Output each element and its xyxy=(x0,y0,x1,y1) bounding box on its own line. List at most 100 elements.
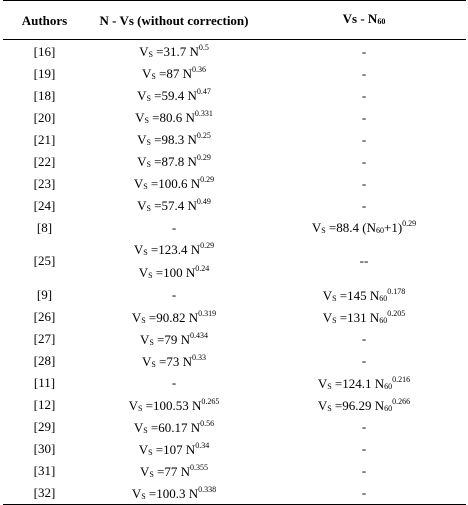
formula-exponent: 0.36 xyxy=(192,65,207,74)
table-row: [9] - VS =145 N600.178 xyxy=(3,284,466,306)
dash-value: - xyxy=(361,419,367,435)
formula-coefficient: =98.3 N xyxy=(150,132,197,147)
author-reference: [27] xyxy=(33,331,56,347)
formula-coefficient: =100.6 N xyxy=(147,176,201,191)
n-vs-equation-cell: - xyxy=(86,284,262,306)
formula-coefficient: =124.1 N xyxy=(331,375,385,391)
formula-vs: V xyxy=(128,397,138,413)
formula-vs: V xyxy=(137,132,147,147)
formula-exponent: 0.216 xyxy=(392,374,411,384)
formula-n-subscript: 60 xyxy=(379,293,388,303)
vs-n60-equation-cell: - xyxy=(262,481,466,505)
table-row: [20] VS =80.6 N0.331 - xyxy=(3,106,466,128)
n-vs-equation-cell: VS =80.6 N0.331 xyxy=(86,106,262,128)
n-vs-equation-line: VS =123.4 N0.29 xyxy=(86,238,262,261)
formula-vs-subscript: S xyxy=(143,182,148,191)
formula-n-subscript: 60 xyxy=(384,381,393,391)
table-row: [19] VS =87 N0.36 - xyxy=(3,62,466,84)
formula-coefficient: =100.3 N xyxy=(145,485,199,501)
formula-coefficient: =131 N xyxy=(336,309,380,325)
dash-value: - xyxy=(361,331,367,347)
formula-vs-subscript: S xyxy=(151,359,156,369)
author-reference: [28] xyxy=(33,353,56,369)
formula-coefficient: =60.17 N xyxy=(147,419,201,435)
author-reference: [16] xyxy=(33,43,56,59)
formula-exponent: 0.49 xyxy=(196,197,211,206)
author-reference: [9] xyxy=(36,287,53,303)
table-row: [26] VS =90.82 N0.319 VS =131 N600.205 xyxy=(3,306,466,328)
formula-vs: V xyxy=(311,220,322,235)
formula-coefficient: =57.4 N xyxy=(150,198,197,213)
dash-value: - xyxy=(361,109,367,125)
table-row: [30] VS =107 N0.34 - xyxy=(3,438,466,460)
formula-exponent: 0.434 xyxy=(190,330,209,340)
table-row: [16] VS =31.7 N0.5 - xyxy=(3,40,466,63)
vs-n60-equation-cell: - xyxy=(262,460,466,482)
formula-vs-subscript: S xyxy=(321,226,326,235)
formula-vs-subscript: S xyxy=(148,270,153,280)
correlations-table-wrapper: Authors N - Vs (without correction) Vs -… xyxy=(3,0,466,505)
formula-n-subscript: 60 xyxy=(379,315,388,325)
table-row: [18] VS =59.4 N0.47 - xyxy=(3,84,466,106)
dash-value: - xyxy=(361,485,367,501)
n-vs-equation-cell: VS =73 N0.33 xyxy=(86,350,262,372)
formula-coefficient: =87.8 N xyxy=(150,154,197,169)
formula-exponent: 0.24 xyxy=(195,263,210,273)
formula-coefficient: =123.4 N xyxy=(147,242,201,257)
dash-value: - xyxy=(361,175,367,191)
formula-vs-subscript: S xyxy=(327,403,332,413)
vs-n60-equation-cell: - xyxy=(262,416,466,438)
formula-coefficient: =100 N xyxy=(152,264,196,280)
n-vs-equation-cell: VS =59.4 N0.47 xyxy=(86,84,262,106)
n-vs-equation-cell: VS =77 N0.355 xyxy=(86,460,262,482)
formula-vs-subscript: S xyxy=(332,315,337,325)
n-vs-equation-cell: VS =100.6 N0.29 xyxy=(86,172,262,194)
table-row: [23] VS =100.6 N0.29 - xyxy=(3,172,466,194)
dash-value: - xyxy=(361,197,367,213)
formula-vs: V xyxy=(133,419,144,435)
vs-n60-equation-cell: - xyxy=(262,438,466,460)
header-authors: Authors xyxy=(3,0,86,40)
formula-vs-subscript: S xyxy=(144,116,149,125)
n-vs-equation-cell: VS =31.7 N0.5 xyxy=(86,40,262,63)
formula-coefficient: =77 N xyxy=(153,463,191,479)
n-vs-equation-cell: VS =98.3 N0.25 xyxy=(86,128,262,150)
n-vs-equation-cell: VS =123.4 N0.29 VS =100 N0.24 xyxy=(86,238,262,284)
formula-vs: V xyxy=(137,154,147,169)
author-reference: [18] xyxy=(33,87,56,103)
vs-n60-equation-cell: -- xyxy=(262,238,466,284)
vs-n60-equation-cell: - xyxy=(262,106,466,128)
formula-n-subscript: 60 xyxy=(375,226,384,235)
dash-value: - xyxy=(361,43,367,59)
n-vs-equation-cell: VS =87.8 N0.29 xyxy=(86,150,262,172)
formula-exponent: 0.331 xyxy=(194,109,213,118)
formula-coefficient: =100.53 N xyxy=(142,397,202,413)
table-row: [25] VS =123.4 N0.29 VS =100 N0.24 -- xyxy=(3,238,466,284)
formula-exponent: 0.29 xyxy=(196,153,211,162)
formula-n-subscript: 60 xyxy=(384,403,393,413)
dash-value: - xyxy=(361,87,367,103)
table-row: [31] VS =77 N0.355 - xyxy=(3,460,466,482)
author-reference: [29] xyxy=(33,419,56,435)
formula-vs-subscript: S xyxy=(332,293,337,303)
table-row: [28] VS =73 N0.33 - xyxy=(3,350,466,372)
vs-n60-equation-cell: - xyxy=(262,84,466,106)
author-reference: [21] xyxy=(33,131,56,147)
table-row: [12] VS =100.53 N0.265 VS =96.29 N600.266 xyxy=(3,394,466,416)
formula-coefficient: =79 N xyxy=(153,331,191,347)
formula-exponent: 0.33 xyxy=(192,352,207,362)
formula-exponent: 0.265 xyxy=(201,396,220,406)
author-reference: [32] xyxy=(3,481,86,505)
n-vs-equation-cell: VS =79 N0.434 xyxy=(86,328,262,350)
formula-vs: V xyxy=(131,309,142,325)
table-row: [11] - VS =124.1 N600.216 xyxy=(3,372,466,394)
formula-coefficient: =145 N xyxy=(336,287,380,303)
vs-n60-equation-cell: - xyxy=(262,128,466,150)
formula-exponent: 0.47 xyxy=(196,87,211,96)
vs-n60-equation-cell: - xyxy=(262,62,466,84)
author-reference: [11] xyxy=(33,375,56,391)
formula-offset: +1) xyxy=(383,220,403,235)
table-row: [29] VS =60.17 N0.56 - xyxy=(3,416,466,438)
author-reference: [30] xyxy=(33,441,56,457)
formula-coefficient: =31.7 N xyxy=(152,44,199,59)
